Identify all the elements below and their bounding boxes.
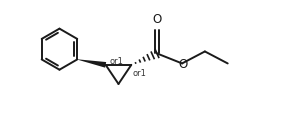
Text: O: O (152, 13, 162, 26)
Polygon shape (77, 59, 106, 68)
Text: or1: or1 (133, 69, 146, 78)
Text: or1: or1 (110, 58, 124, 66)
Text: O: O (178, 58, 188, 71)
